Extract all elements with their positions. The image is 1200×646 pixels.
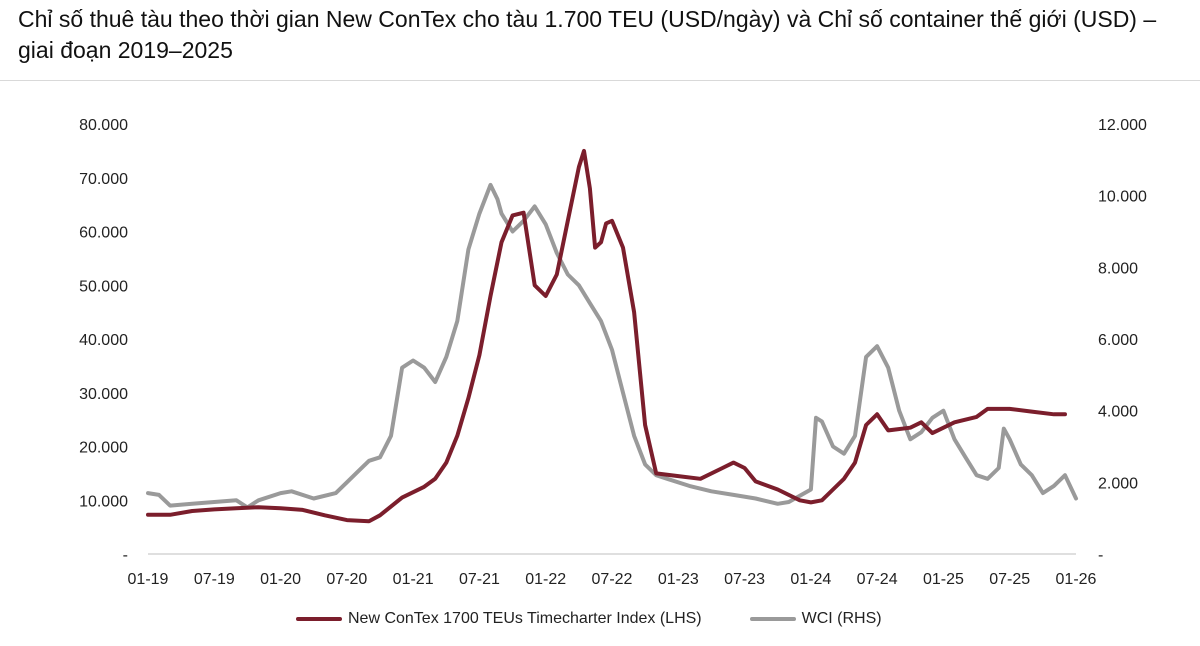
series-line-wci [146, 182, 1078, 510]
series-layer [146, 148, 1078, 524]
legend-swatch-contex [296, 617, 342, 621]
legend-item-contex: New ConTex 1700 TEUs Timecharter Index (… [296, 610, 702, 628]
x-tick-label: 01-20 [260, 571, 301, 588]
x-tick-label: 07-21 [459, 571, 500, 588]
x-tick-label: 07-19 [194, 571, 235, 588]
legend-item-wci: WCI (RHS) [749, 610, 882, 628]
right-tick-label: 12.000 [1098, 117, 1147, 134]
right-tick-label: 4.000 [1098, 404, 1138, 421]
x-tick-label: 01-24 [790, 571, 831, 588]
left-tick-label: - [123, 547, 128, 564]
chart-title: Chỉ số thuê tàu theo thời gian New ConTe… [18, 6, 1157, 63]
title-divider [0, 80, 1200, 81]
x-tick-label: 01-23 [658, 571, 699, 588]
right-tick-label: 2.000 [1098, 475, 1138, 492]
legend-label-wci: WCI (RHS) [801, 610, 882, 627]
x-axis: 01-19 07-19 01-20 07-20 01-21 07-21 01-22 07-22… [128, 571, 1097, 588]
left-tick-label: 40.000 [79, 332, 128, 349]
x-tick-label: 07-25 [989, 571, 1030, 588]
series-line-contex [146, 148, 1067, 524]
left-tick-label: 80.000 [79, 117, 128, 134]
x-tick-label: 07-22 [592, 571, 633, 588]
legend-swatch-wci [749, 617, 796, 621]
x-tick-label: 01-21 [393, 571, 434, 588]
left-axis: - 10.000 20.000 30.000 40.000 50.000 60.000 70.… [79, 117, 128, 564]
x-tick-label: 01-25 [923, 571, 964, 588]
x-tick-label: 01-19 [128, 571, 169, 588]
left-tick-label: 10.000 [79, 493, 128, 510]
right-tick-label: - [1098, 547, 1103, 564]
x-tick-label: 07-20 [326, 571, 367, 588]
left-tick-label: 30.000 [79, 386, 128, 403]
x-tick-label: 01-22 [525, 571, 566, 588]
left-tick-label: 20.000 [79, 440, 128, 457]
right-tick-label: 8.000 [1098, 260, 1138, 277]
x-tick-label: 07-24 [857, 571, 898, 588]
left-tick-label: 60.000 [79, 225, 128, 242]
legend-label-contex: New ConTex 1700 TEUs Timecharter Index (… [348, 610, 702, 627]
right-axis: - 2.000 4.000 6.000 8.000 10.000 12.000 [1098, 117, 1147, 564]
legend: New ConTex 1700 TEUs Timecharter Index (… [296, 610, 930, 628]
left-tick-label: 70.000 [79, 171, 128, 188]
x-tick-label: 07-23 [724, 571, 765, 588]
right-tick-label: 6.000 [1098, 332, 1138, 349]
x-tick-label: 01-26 [1056, 571, 1097, 588]
right-tick-label: 10.000 [1098, 189, 1147, 206]
left-tick-label: 50.000 [79, 278, 128, 295]
